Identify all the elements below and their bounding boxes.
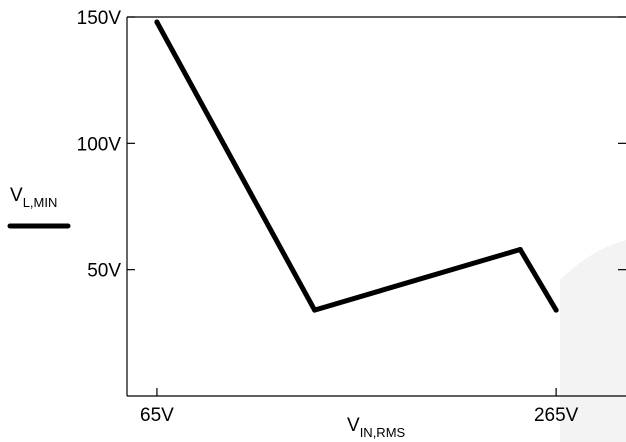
series-0-point-0 [154, 19, 160, 25]
series-0-point-3 [553, 307, 559, 313]
y-axis-label-sub: L,MIN [23, 195, 58, 210]
x-tick-label-1: 265V [534, 405, 579, 426]
x-axis-label-main: V [347, 415, 360, 436]
y-axis-label-main: V [10, 185, 23, 206]
watermark-shape [560, 240, 626, 442]
series-0-point-1 [312, 307, 318, 313]
x-ticks: 65V 265V [140, 388, 579, 426]
y-ticks: 50V 100V 150V [77, 8, 626, 282]
y-tick-label-1: 100V [77, 134, 122, 155]
x-tick-label-0: 65V [140, 405, 174, 426]
series-layer [154, 19, 559, 313]
x-axis-label: VIN,RMS [347, 415, 406, 440]
series-line-0 [154, 19, 559, 313]
series-0-point-2 [517, 246, 523, 252]
y-tick-label-0: 50V [87, 261, 121, 282]
y-tick-label-2: 150V [77, 8, 122, 29]
y-axis-label: VL,MIN [10, 185, 57, 210]
x-axis-label-sub: IN,RMS [360, 425, 406, 440]
